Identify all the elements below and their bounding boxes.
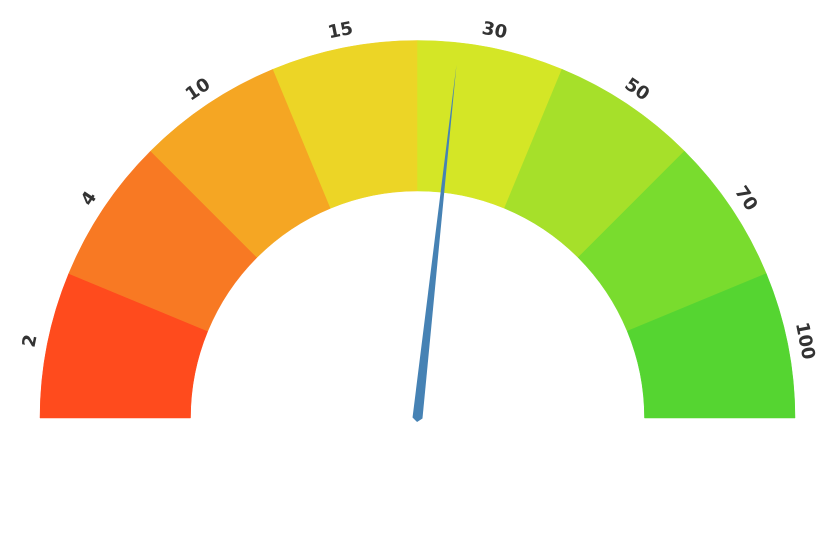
gauge-tick-label: 4 — [77, 188, 101, 210]
gauge-tick-label: 15 — [326, 18, 355, 43]
gauge-tick-label: 10 — [182, 74, 215, 105]
gauge-tick-label: 2 — [19, 333, 42, 349]
gauge-needle — [412, 65, 457, 422]
gauge-tick-label: 100 — [791, 320, 819, 361]
gauge-tick-label: 30 — [480, 18, 509, 43]
gauge-tick-label: 70 — [730, 182, 761, 215]
gauge-needle-layer — [412, 65, 457, 422]
gauge-segments — [39, 40, 796, 419]
gauge-tick-label: 50 — [621, 74, 654, 105]
gauge-segment-100 — [626, 273, 796, 419]
